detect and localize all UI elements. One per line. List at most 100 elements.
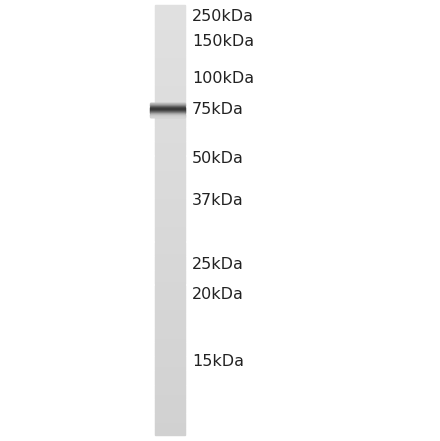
Bar [155,339,185,340]
Bar [155,358,185,359]
Bar [155,343,185,344]
Bar [155,239,185,240]
Bar [155,61,185,62]
Bar [155,195,185,196]
Bar [155,54,185,56]
Bar [155,36,185,37]
Bar [155,253,185,254]
Bar [155,365,185,366]
Bar [155,240,185,242]
Bar [155,249,185,250]
Bar [155,21,185,22]
Bar [155,59,185,60]
Bar [155,215,185,216]
Bar [155,37,185,38]
Bar [155,166,185,167]
Bar [155,306,185,307]
Bar [155,26,185,28]
Bar [155,238,185,239]
Bar [155,257,185,258]
Bar [155,388,185,389]
Bar [155,93,185,94]
Bar [155,186,185,187]
Bar [155,422,185,423]
Bar [155,338,185,339]
Bar [155,408,185,409]
Bar [155,322,185,323]
Bar [155,118,185,119]
Bar [155,258,185,259]
Bar [155,52,185,53]
Bar [155,293,185,294]
Bar [155,360,185,361]
Bar [155,88,185,89]
Bar [155,198,185,200]
Bar [155,431,185,432]
Bar [155,411,185,412]
Bar [155,74,185,75]
Bar [155,41,185,43]
Bar [155,406,185,407]
Bar [155,321,185,322]
Bar [155,370,185,372]
Bar [155,164,185,165]
Bar [155,276,185,277]
Bar [155,174,185,175]
Bar [155,150,185,151]
Bar [155,424,185,425]
Bar [155,288,185,289]
Bar [155,45,185,46]
Bar [155,30,185,31]
Bar [155,70,185,71]
Bar [155,272,185,273]
Bar [155,161,185,162]
Bar [155,35,185,36]
Bar [155,397,185,399]
Bar [155,320,185,321]
Text: 100kDa: 100kDa [192,71,254,86]
Bar [155,391,185,392]
Text: 15kDa: 15kDa [192,354,244,369]
Bar [155,310,185,311]
Bar [155,314,185,316]
Bar [155,291,185,292]
Bar [155,19,185,20]
Bar [155,348,185,349]
Bar [155,49,185,50]
Bar [155,44,185,45]
Bar [155,29,185,30]
Bar [155,124,185,125]
Bar [155,274,185,275]
Bar [155,132,185,133]
Bar [155,81,185,82]
Bar [155,169,185,171]
Bar [155,367,185,368]
Bar [155,324,185,325]
Bar [155,179,185,180]
Bar [155,219,185,220]
Bar [155,147,185,148]
Bar [155,390,185,391]
Bar [155,280,185,281]
Bar [155,218,185,219]
Bar [155,381,185,382]
Bar [155,250,185,251]
Bar [155,356,185,358]
Bar [155,350,185,351]
Bar [155,330,185,331]
Bar [155,167,185,168]
Bar [155,203,185,204]
Bar [155,359,185,360]
Bar [155,429,185,430]
Bar [155,73,185,74]
Text: 150kDa: 150kDa [192,34,254,49]
Bar [155,237,185,238]
Bar [155,412,185,414]
Bar [155,317,185,318]
Bar [155,7,185,8]
Bar [155,142,185,144]
Bar [155,129,185,130]
Bar [155,221,185,222]
Bar [155,163,185,164]
Bar [155,121,185,122]
